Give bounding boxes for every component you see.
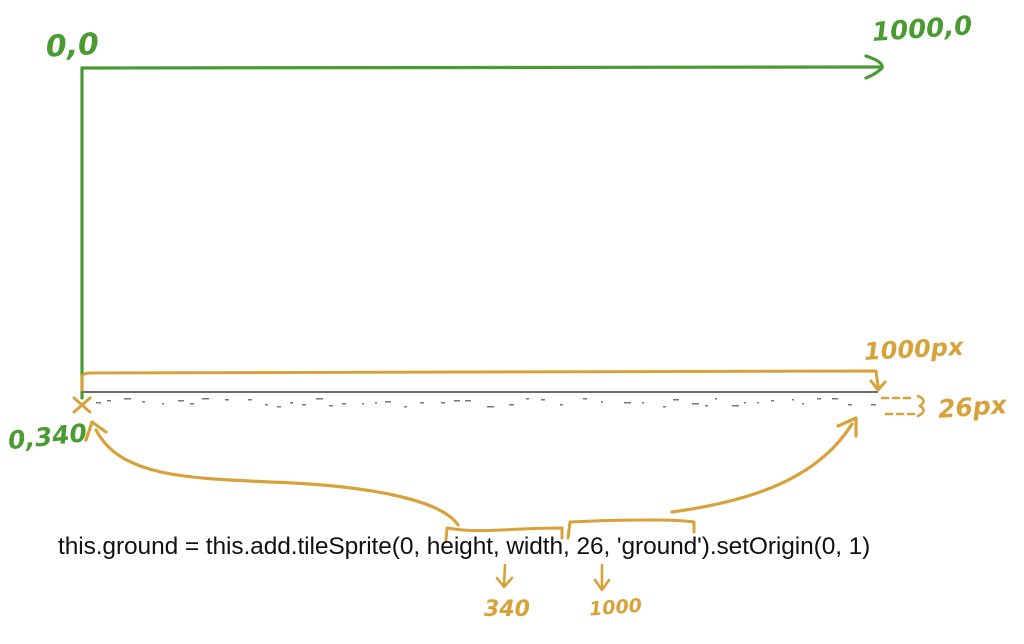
ground-speck [624,402,631,404]
value-arrows [495,563,611,592]
curved-arrows [84,416,858,527]
ground-speck [329,405,333,407]
ground-speck [744,402,746,404]
ground-speck [817,398,821,400]
ground-speck [802,403,804,405]
ground-speck [541,399,545,401]
arrow-to-bottom-right-head [836,416,858,438]
ground-speck [871,404,876,406]
ground-speck [692,403,699,405]
x-axis-arrowhead [864,54,884,80]
bottom-left-label: 0,340 [7,418,89,455]
origin-cross-marker [72,396,92,414]
ground-sprite [82,391,878,408]
ground-speck [124,398,131,400]
ground-texture [96,398,876,408]
ground-speck [583,398,587,400]
x-axis-line [80,65,882,70]
parameter-braces [444,518,696,542]
ground-speck [732,405,739,407]
width-px-label: 1000px [863,333,965,366]
height-measure [880,394,925,418]
ground-speck [792,399,794,401]
ground-speck [302,404,306,406]
ground-speck [277,406,281,408]
width-brace [566,518,696,540]
ground-speck [465,400,471,402]
origin-label: 0,0 [45,27,100,65]
ground-speck [385,401,391,403]
ground-speck [454,400,460,402]
ground-speck [715,398,717,400]
ground-speck [178,400,184,402]
coordinate-frame [80,54,884,400]
ground-speck [642,402,644,404]
ground-speck [202,398,209,400]
ground-speck [420,402,424,404]
ground-speck [190,403,194,405]
ground-speck [362,403,364,405]
ground-speck [832,398,838,400]
ground-speck [375,402,377,404]
ground-speck [441,402,445,404]
height-brace [444,526,564,542]
ground-speck [342,403,346,405]
arrow-to-bottom-left-head [84,420,108,442]
ground-speck [248,399,252,401]
ground-speck [162,403,164,405]
arrow-to-bottom-right [670,422,854,514]
ground-speck [487,406,494,408]
ground-speck [673,399,679,401]
ground-speck [265,404,268,406]
ground-speck [848,404,852,406]
top-right-label: 1000,0 [871,11,973,48]
ground-speck [601,401,603,403]
ground-speck [290,402,293,404]
ground-speck [509,404,514,406]
ground-speck [705,405,708,407]
ground-speck [107,400,111,402]
ground-speck [771,400,774,402]
ground-speck [757,402,759,404]
ground-speck [663,406,666,408]
ground-speck [96,402,101,404]
ground-speck [404,406,407,408]
width-bracket [80,369,887,392]
ground-speck [316,398,323,400]
height-px-label: 26px [937,390,1009,424]
ground-speck [225,399,229,401]
ground-speck [560,404,563,406]
code-line: this.ground = this.add.tileSprite(0, hei… [58,533,871,560]
width-value-label: 1000 [588,595,642,621]
ground-speck [526,398,529,400]
height-value-label: 340 [484,597,530,622]
ground-speck [142,401,145,403]
arrow-to-bottom-left [94,428,460,527]
